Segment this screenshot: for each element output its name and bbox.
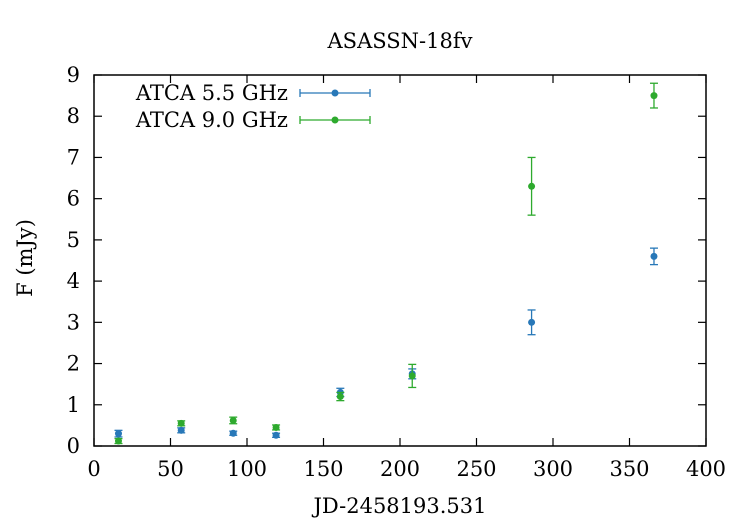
x-tick-label: 100	[227, 457, 267, 481]
point-marker	[272, 423, 280, 431]
marks-layer	[114, 82, 658, 445]
y-tick-label: 4	[67, 269, 80, 293]
y-tick-label: 5	[67, 228, 80, 252]
y-tick-label: 8	[67, 104, 80, 128]
x-tick-label: 50	[157, 457, 184, 481]
y-tick-label: 0	[67, 434, 80, 458]
x-tick-label: 250	[456, 457, 496, 481]
x-tick-label: 150	[303, 457, 343, 481]
x-tick-label: 400	[686, 457, 726, 481]
point-marker	[336, 393, 344, 401]
y-tick-label: 2	[67, 352, 80, 376]
data-point	[527, 309, 536, 336]
point-marker	[177, 419, 185, 427]
axes-layer: 0 50 100 150 200 250 300 350 400 0 1 2 3 4 5 6 7 8 9	[67, 63, 726, 481]
data-point	[229, 429, 238, 437]
legend-marker	[331, 116, 339, 124]
x-axis-label: JD-2458193.531	[311, 494, 486, 518]
data-point	[527, 156, 536, 216]
x-tick-label: 350	[609, 457, 649, 481]
point-marker	[114, 437, 122, 445]
data-point	[649, 82, 658, 109]
point-marker	[528, 182, 536, 190]
y-tick-label: 1	[67, 393, 80, 417]
chart-title: ASASSN-18fv	[327, 29, 473, 53]
legend-label: ATCA 9.0 GHz	[135, 108, 288, 132]
point-marker	[177, 426, 185, 434]
point-marker	[272, 431, 280, 439]
legend-item: ATCA 9.0 GHz	[135, 108, 371, 132]
y-tick-label: 7	[67, 145, 80, 169]
legend-marker	[331, 89, 339, 97]
y-axis-label: F (mJy)	[13, 219, 37, 297]
point-marker	[408, 372, 416, 380]
data-point	[272, 431, 281, 439]
legend: ATCA 5.5 GHz ATCA 9.0 GHz	[135, 81, 371, 132]
y-tick-label: 6	[67, 187, 80, 211]
series-1	[114, 247, 658, 439]
point-marker	[229, 429, 237, 437]
legend-item: ATCA 5.5 GHz	[135, 81, 371, 105]
series-2	[114, 82, 658, 445]
point-marker	[650, 92, 658, 100]
y-tick-label: 9	[67, 63, 80, 87]
data-point	[649, 247, 658, 266]
legend-label: ATCA 5.5 GHz	[135, 81, 288, 105]
x-tick-label: 200	[380, 457, 420, 481]
point-marker	[229, 416, 237, 424]
data-point	[177, 419, 186, 427]
data-point	[336, 391, 345, 402]
data-point	[229, 416, 238, 425]
y-tick-label: 3	[67, 310, 80, 334]
data-point	[408, 363, 417, 389]
data-point	[177, 426, 186, 434]
x-tick-label: 300	[533, 457, 573, 481]
point-marker	[650, 252, 658, 260]
data-point	[272, 423, 281, 431]
data-point	[114, 437, 123, 445]
point-marker	[528, 318, 536, 326]
x-tick-label: 0	[87, 457, 100, 481]
point-marker	[114, 430, 122, 438]
data-point	[114, 429, 123, 438]
